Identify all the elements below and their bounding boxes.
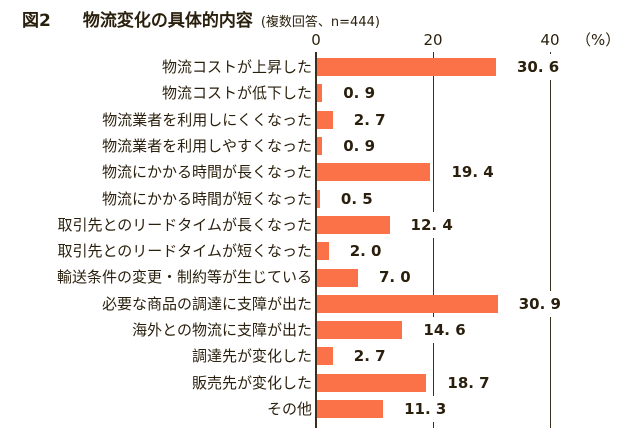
gridline-40-pct [550,52,551,428]
bar [317,242,329,261]
x-axis-tick-0: 0 [311,31,321,49]
gridline-20-pct [433,52,434,428]
value-label: 2. 0 [347,238,384,265]
sample-size-note: (複数回答、n=444) [260,15,380,30]
value-label: 30. 6 [515,54,562,81]
bar [317,58,496,77]
category-label: 物流コストが低下した [161,84,312,103]
category-label: 物流にかかる時間が長くなった [101,163,312,182]
chart-title: 図2 物流変化の具体的内容 (複数回答、n=444) [22,6,380,31]
bar [317,373,427,392]
category-label: 取引先とのリードタイムが短くなった [57,242,312,261]
value-label: 12. 4 [408,211,455,239]
bar [317,268,358,287]
bar [317,215,390,234]
category-label: その他 [266,399,312,418]
value-label: 2. 7 [351,106,388,133]
bar [317,189,320,208]
value-label: 30. 9 [516,290,563,317]
value-label: 14. 6 [421,317,468,344]
bar [317,400,384,419]
bar [317,137,323,156]
value-label: 11. 3 [402,395,449,423]
category-label: 輸送条件の変更・制約等が生じている [56,268,312,287]
value-label: 0. 9 [341,132,378,160]
value-label: 0. 9 [341,80,378,107]
value-label: 18. 7 [445,369,492,396]
value-label: 7. 0 [376,264,413,291]
category-label: 物流コストが上昇した [161,58,312,76]
bar [317,294,498,313]
x-axis-tick-40: 40 [540,31,560,49]
category-label: 取引先とのリードタイムが長くなった [57,215,312,234]
category-label: 海外との物流に支障が出た [132,321,312,339]
axis-line-0 [315,52,317,428]
chart-title-text: 物流変化の具体的内容 [82,11,253,31]
bar [317,84,323,103]
x-axis-tick-20: 20 [423,31,443,49]
category-label: 必要な商品の調達に支障が出た [101,294,312,313]
value-label: 0. 5 [338,185,375,212]
category-label: 販売先が変化した [191,373,312,392]
x-axis-unit-label: （%） [576,31,621,49]
value-label: 19. 4 [449,159,496,186]
category-label: 物流にかかる時間が短くなった [101,189,312,208]
figure-number-label: 図2 [22,11,51,31]
bar [317,321,403,340]
category-label: 物流業者を利用しにくくなった [102,110,312,129]
category-label: 調達先が変化した [191,347,312,366]
bar [317,163,431,182]
category-label: 物流業者を利用しやすくなった [102,136,312,155]
value-label: 2. 7 [351,343,388,370]
bar [317,110,333,129]
bar [317,347,333,366]
